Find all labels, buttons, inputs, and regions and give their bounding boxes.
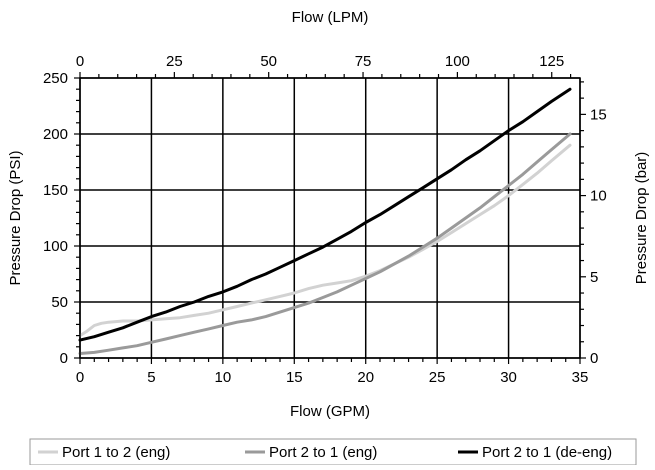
legend-label-3: Port 2 to 1 (de-eng) [482, 444, 612, 461]
axis-ticks [74, 72, 586, 364]
legend-label-2: Port 2 to 1 (eng) [269, 444, 377, 461]
bottom-tick-label: 20 [357, 369, 374, 386]
right-tick-label: 15 [590, 106, 607, 123]
left-tick-label: 200 [43, 126, 68, 143]
legend-box [29, 438, 637, 466]
legend-label-1: Port 1 to 2 (eng) [62, 444, 170, 461]
bottom-tick-label: 30 [500, 369, 517, 386]
left-axis-title: Pressure Drop (PSI) [7, 150, 24, 285]
bottom-tick-label: 0 [76, 369, 84, 386]
series-line-1 [78, 143, 572, 338]
tick-labels: 0 5 10 15 20 25 30 350 25 50 75 100 1250501001502002… [43, 53, 607, 386]
series-lines [78, 87, 572, 355]
right-tick-label: 5 [590, 269, 598, 286]
right-tick-label: 10 [590, 188, 607, 205]
top-tick-label: 125 [539, 53, 564, 70]
legend: Port 1 to 2 (eng) Port 2 to 1 (eng) Port 2… [29, 438, 637, 466]
left-tick-label: 150 [43, 182, 68, 199]
top-tick-label: 75 [355, 53, 372, 70]
left-tick-label: 50 [51, 294, 68, 311]
bottom-tick-label: 15 [286, 369, 303, 386]
left-tick-label: 250 [43, 70, 68, 87]
left-tick-label: 0 [60, 350, 68, 367]
top-tick-label: 100 [445, 53, 470, 70]
top-tick-label: 50 [260, 53, 277, 70]
top-tick-label: 0 [76, 53, 84, 70]
bottom-tick-label: 25 [429, 369, 446, 386]
plot-frame [79, 77, 581, 359]
series-line-2 [78, 132, 572, 355]
left-tick-label: 100 [43, 238, 68, 255]
bottom-tick-label: 5 [147, 369, 155, 386]
top-tick-label: 25 [166, 53, 183, 70]
top-axis-title: Flow (LPM) [292, 9, 369, 26]
series-line-3 [78, 87, 572, 342]
bottom-tick-label: 35 [572, 369, 589, 386]
bottom-tick-label: 10 [215, 369, 232, 386]
bottom-axis-title: Flow (GPM) [290, 403, 370, 420]
right-axis-title: Pressure Drop (bar) [633, 152, 650, 285]
right-tick-label: 0 [590, 350, 598, 367]
